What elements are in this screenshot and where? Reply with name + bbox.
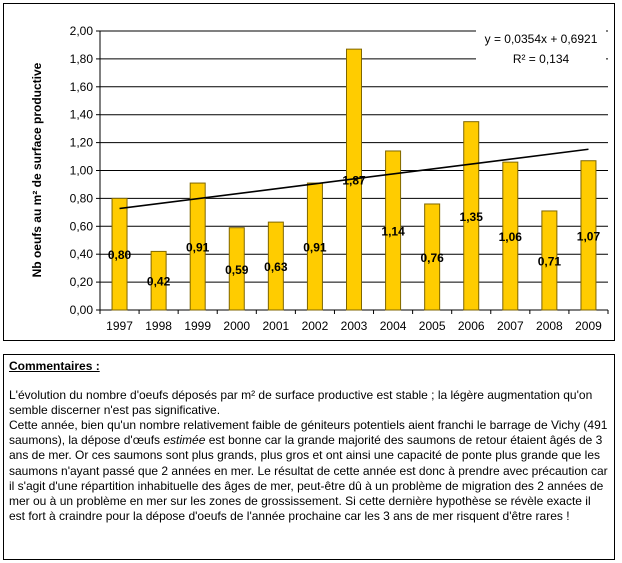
x-tick-label: 2001 — [262, 319, 289, 333]
comment-paragraph-2-start: Cette année, bien qu'un nombre relativem… — [9, 418, 608, 448]
data-label: 0,59 — [225, 263, 249, 277]
comment-emphasis: estimée — [163, 433, 206, 448]
chart-frame: 0,80 0,42 0,91 0,59 0,63 0,91 1,87 1,14 0,76 1,35… — [3, 3, 615, 341]
trendline — [119, 148, 589, 210]
trendline-equation: y = 0,0354x + 0,6921 — [485, 32, 598, 46]
x-tick-label: 2006 — [458, 319, 485, 333]
data-label: 0,71 — [538, 254, 562, 268]
y-tick-label: 1,80 — [70, 52, 94, 66]
data-label: 1,14 — [381, 224, 405, 238]
bar — [150, 250, 167, 311]
bar — [424, 203, 441, 311]
y-tick-label: 0,20 — [70, 275, 94, 289]
x-tick-label: 2009 — [575, 319, 602, 333]
y-tick-label: 0,40 — [70, 247, 94, 261]
bar — [267, 221, 284, 311]
y-tick-label: 0,60 — [70, 219, 94, 233]
y-tick-labels: 0,00 0,20 0,40 0,60 0,80 1,00 1,20 1,40 1,60 1,80… — [70, 24, 94, 317]
bar — [385, 150, 402, 311]
x-tick-label: 2005 — [419, 319, 446, 333]
trendline-r2: R² = 0,134 — [513, 52, 570, 66]
x-tick-label: 1999 — [184, 319, 211, 333]
y-tick-label: 1,60 — [70, 80, 94, 94]
x-tick-label: 1997 — [106, 319, 133, 333]
comment-body: L'évolution du nombre d'oeufs déposés pa… — [9, 388, 608, 524]
data-label: 0,63 — [264, 260, 288, 274]
bar-chart: 0,80 0,42 0,91 0,59 0,63 0,91 1,87 1,14 0,76 1,35… — [30, 24, 609, 333]
comment-paragraph-2-end: est bonne car la grande majorité des sau… — [9, 433, 608, 523]
equation-box — [476, 28, 606, 70]
trendline-line — [119, 148, 589, 210]
bars — [111, 48, 597, 311]
x-tick-label: 2004 — [380, 319, 407, 333]
comment-title: Commentaires : — [9, 359, 100, 373]
comment-box: Commentaires : L'évolution du nombre d'o… — [3, 354, 615, 560]
bar — [502, 161, 519, 311]
y-tick-label: 2,00 — [70, 24, 94, 38]
data-label: 1,87 — [342, 174, 366, 188]
x-tick-label: 2000 — [223, 319, 250, 333]
bar — [189, 182, 206, 311]
bar — [580, 160, 597, 311]
data-labels: 0,80 0,42 0,91 0,59 0,63 0,91 1,87 1,14 0,76 1,35… — [108, 174, 601, 289]
y-tick-label: 1,00 — [70, 164, 94, 178]
y-tick-label: 0,80 — [70, 191, 94, 205]
data-label: 0,76 — [420, 251, 444, 265]
y-tick-label: 1,40 — [70, 108, 94, 122]
data-label: 1,06 — [499, 230, 523, 244]
data-label: 0,91 — [303, 241, 327, 255]
x-tick-label: 2002 — [302, 319, 329, 333]
y-tick-label: 0,00 — [70, 303, 94, 317]
data-label: 1,35 — [460, 210, 484, 224]
bar — [111, 197, 128, 311]
bar — [228, 227, 245, 311]
bar — [463, 121, 480, 311]
x-tick-label: 1998 — [145, 319, 172, 333]
y-axis-label: Nb oeufs au m² de surface productive — [30, 62, 44, 277]
y-tick-label: 1,20 — [70, 136, 94, 150]
x-tick-labels: 1997 1998 1999 2000 2001 2002 2003 2004 2005 2006… — [106, 319, 602, 333]
data-label: 0,91 — [186, 241, 210, 255]
x-tick-label: 2007 — [497, 319, 524, 333]
comment-paragraph-1: L'évolution du nombre d'oeufs déposés pa… — [9, 388, 593, 418]
comment-paragraph-2: Cette année, bien qu'un nombre relativem… — [9, 418, 608, 524]
data-label: 1,07 — [577, 229, 601, 243]
data-label: 0,42 — [147, 275, 171, 289]
bar — [541, 210, 558, 311]
data-label: 0,80 — [108, 248, 132, 262]
x-tick-label: 2008 — [536, 319, 563, 333]
x-tick-label: 2003 — [341, 319, 368, 333]
